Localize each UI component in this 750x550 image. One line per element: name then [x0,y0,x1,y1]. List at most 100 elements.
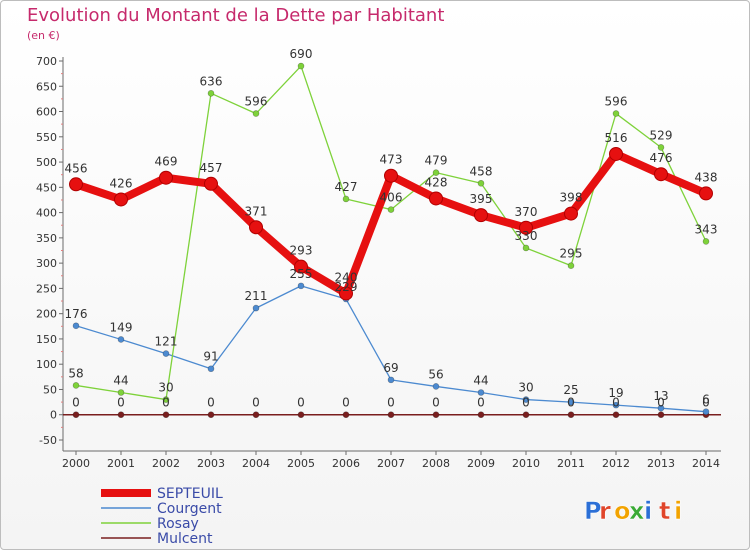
data-point-courgent [432,383,440,390]
x-tick-label: 2010 [512,457,540,470]
x-tick-label: 2002 [152,457,180,470]
data-label: 0 [702,396,710,410]
data-point-mulcent [612,411,620,419]
data-point-mulcent [432,411,440,419]
logo-letter: P [584,497,602,525]
x-tick-label: 2003 [197,457,225,470]
data-point-courgent [657,404,665,412]
x-tick-label: 2009 [467,457,495,470]
data-point-septeuil [69,177,83,192]
x-tick-label: 2001 [107,457,135,470]
data-label: 229 [335,280,358,294]
data-label: 0 [567,396,575,410]
y-tick-label: 250 [36,282,57,295]
data-label: 149 [110,320,133,334]
data-point-mulcent [162,411,170,419]
data-point-rosay [207,90,215,97]
data-label: 516 [605,131,628,145]
logo-letter: i [644,497,652,525]
legend: SEPTEUIL Courgent Rosay Mulcent [101,486,223,547]
series-points [69,62,713,419]
proxiti-logo: Pr ox i t i [584,497,683,526]
data-label: 596 [605,95,628,109]
data-label: 398 [560,191,583,205]
data-point-rosay [387,206,395,213]
data-point-septeuil [519,220,533,235]
data-label: 30 [518,381,533,395]
data-point-courgent [612,401,620,409]
data-label: 458 [470,164,493,178]
data-label: 370 [515,205,538,219]
data-point-courgent [387,376,395,384]
y-tick-label: 450 [36,181,57,194]
data-point-septeuil [699,186,713,201]
data-label: 293 [290,244,313,258]
data-point-septeuil [609,146,623,161]
data-point-septeuil [384,168,398,183]
logo-letter: x [629,497,645,525]
data-label: 69 [383,361,398,375]
data-point-courgent [117,336,125,343]
data-point-mulcent [207,411,215,419]
data-label: 0 [342,396,350,410]
x-tick-label: 2004 [242,457,270,470]
data-label: 690 [290,47,313,61]
data-label: 0 [612,396,620,410]
logo-letter: r [599,497,611,525]
data-point-septeuil [114,192,128,207]
data-label: 457 [200,161,223,175]
data-label: 343 [695,222,718,236]
data-label: 0 [522,396,530,410]
data-point-rosay [162,396,170,403]
data-label: 596 [245,95,268,109]
data-point-septeuil [564,206,578,221]
data-label: 427 [335,180,358,194]
data-point-septeuil [429,191,443,206]
x-tick-label: 2007 [377,457,405,470]
y-tick-label: 300 [36,257,57,270]
data-label: 0 [477,396,485,410]
logo-letter: o [614,497,631,525]
data-label: 44 [113,373,128,387]
data-point-rosay [522,244,530,252]
data-point-rosay [567,262,575,269]
y-tick-label: -50 [39,434,57,447]
data-label: 330 [515,229,538,243]
data-point-mulcent [342,411,350,419]
x-tick-label: 2014 [692,457,720,470]
data-point-septeuil [294,259,308,274]
y-tick-label: 200 [36,308,57,321]
data-label: 529 [650,128,673,142]
y-tick-label: 350 [36,232,57,245]
y-tick-label: 50 [43,383,57,396]
data-point-courgent [162,350,170,357]
data-point-septeuil [159,170,173,185]
y-tick-label: 700 [36,55,57,68]
data-label: 395 [470,192,493,206]
legend-labels: SEPTEUIL Courgent Rosay Mulcent [157,486,223,547]
data-point-courgent [297,282,305,290]
x-tick-label: 2012 [602,457,630,470]
data-label: 91 [203,350,218,364]
y-tick-label: 100 [36,358,57,371]
data-point-courgent [702,408,710,416]
logo-letter: i [674,497,682,525]
data-point-rosay [612,110,620,117]
data-point-mulcent [657,411,665,419]
data-label: 469 [155,155,178,169]
data-point-mulcent [117,411,125,419]
data-point-rosay [117,389,125,396]
data-point-rosay [297,62,305,70]
data-label: 0 [207,396,215,410]
data-point-septeuil [204,176,218,191]
data-label: 58 [68,366,83,380]
x-tick-label: 2006 [332,457,360,470]
data-label: 0 [297,396,305,410]
legend-label-rosay: Rosay [157,516,199,532]
data-label: 0 [72,396,80,410]
data-label: 0 [162,396,170,410]
x-tick-label: 2005 [287,457,315,470]
y-tick-label: 400 [36,207,57,220]
data-point-courgent [207,365,215,373]
